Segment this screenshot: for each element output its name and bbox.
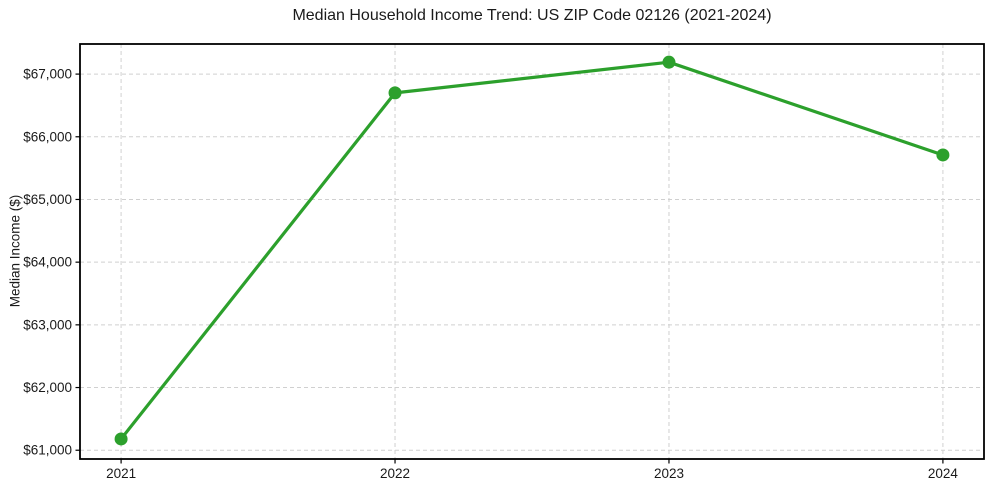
chart-title: Median Household Income Trend: US ZIP Co… [292,7,772,24]
y-tick-label: $61,000 [23,443,72,458]
data-point-marker [388,86,402,100]
data-point-marker [114,432,128,446]
y-tick-label: $65,000 [23,192,72,207]
x-tick-label: 2023 [654,466,684,481]
x-tick-label: 2024 [928,466,959,481]
y-tick-label: $64,000 [23,255,72,270]
plot-border [79,43,985,460]
x-tick-label: 2022 [380,466,410,481]
x-tick-label: 2021 [106,466,136,481]
y-tick-label: $67,000 [23,67,72,82]
data-point-marker [936,148,950,162]
y-tick-label: $63,000 [23,317,72,332]
y-tick-label: $66,000 [23,129,72,144]
y-tick-label: $62,000 [23,380,72,395]
trend-line [119,60,944,440]
data-point-marker [662,55,676,69]
